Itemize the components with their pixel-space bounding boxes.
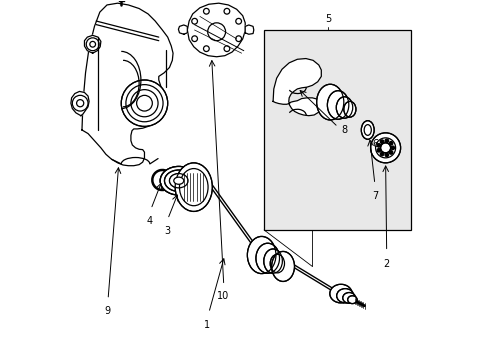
- Ellipse shape: [343, 102, 355, 117]
- Circle shape: [376, 149, 380, 152]
- Circle shape: [380, 143, 390, 153]
- Ellipse shape: [342, 293, 355, 303]
- Circle shape: [380, 140, 383, 143]
- Circle shape: [388, 150, 392, 154]
- Polygon shape: [187, 3, 244, 57]
- Ellipse shape: [160, 166, 197, 195]
- Ellipse shape: [316, 84, 343, 120]
- Circle shape: [376, 144, 380, 147]
- Polygon shape: [272, 59, 321, 116]
- Ellipse shape: [247, 237, 275, 274]
- Text: 2: 2: [383, 258, 389, 269]
- Circle shape: [384, 139, 388, 143]
- Circle shape: [388, 141, 392, 145]
- Ellipse shape: [175, 163, 212, 211]
- Ellipse shape: [336, 97, 352, 118]
- Text: 7: 7: [371, 191, 377, 201]
- Ellipse shape: [271, 251, 294, 282]
- Polygon shape: [82, 3, 173, 166]
- Polygon shape: [178, 25, 187, 34]
- Ellipse shape: [336, 289, 353, 303]
- Ellipse shape: [347, 296, 356, 303]
- Text: 10: 10: [217, 292, 229, 301]
- Ellipse shape: [255, 243, 279, 273]
- Ellipse shape: [361, 121, 373, 139]
- Polygon shape: [244, 25, 253, 34]
- Text: 4: 4: [146, 216, 153, 226]
- Text: 3: 3: [163, 226, 170, 236]
- Ellipse shape: [173, 177, 183, 184]
- Polygon shape: [71, 91, 89, 116]
- Text: 5: 5: [325, 14, 331, 23]
- Text: 9: 9: [103, 306, 110, 316]
- Circle shape: [136, 95, 152, 111]
- Circle shape: [380, 152, 383, 156]
- Ellipse shape: [160, 166, 197, 195]
- Ellipse shape: [270, 254, 284, 273]
- Ellipse shape: [164, 170, 193, 192]
- Ellipse shape: [329, 284, 351, 303]
- Circle shape: [370, 133, 400, 163]
- Ellipse shape: [326, 91, 348, 119]
- Circle shape: [384, 153, 388, 157]
- Text: 8: 8: [340, 125, 346, 135]
- Ellipse shape: [169, 174, 188, 188]
- Ellipse shape: [263, 249, 282, 273]
- Bar: [264, 30, 410, 230]
- Text: 1: 1: [203, 320, 210, 330]
- Circle shape: [121, 80, 167, 126]
- Polygon shape: [84, 35, 101, 53]
- Text: 6: 6: [372, 139, 378, 149]
- Circle shape: [390, 146, 394, 150]
